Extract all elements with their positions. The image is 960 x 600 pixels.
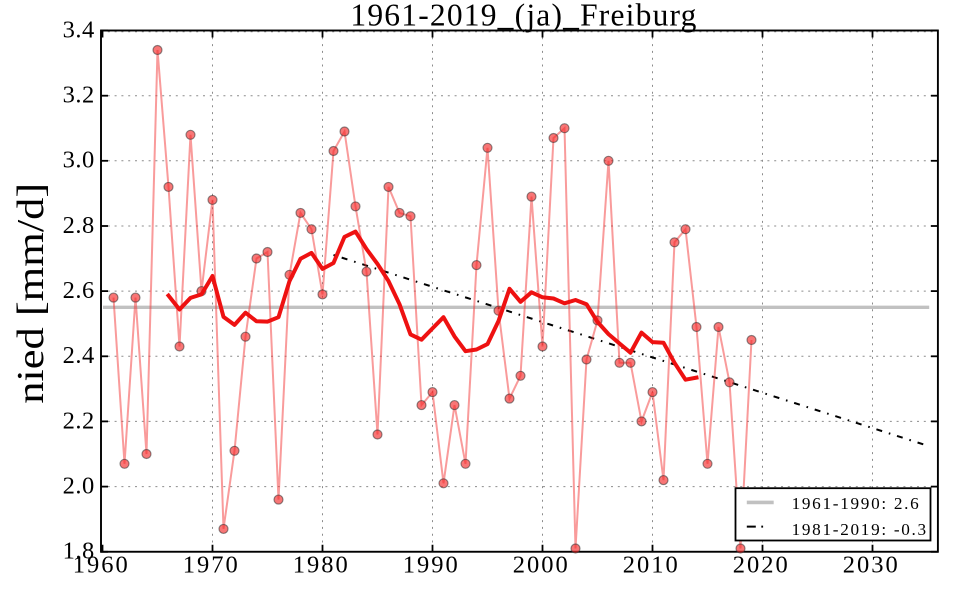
svg-text:2010: 2010 (623, 551, 680, 578)
svg-text:1961-1990: 2.6: 1961-1990: 2.6 (792, 494, 921, 513)
svg-text:3.2: 3.2 (63, 82, 95, 109)
svg-text:2.2: 2.2 (63, 407, 95, 434)
svg-text:3.4: 3.4 (63, 16, 95, 43)
svg-text:2.6: 2.6 (63, 277, 95, 304)
svg-text:1961-2019_(ja)_Freiburg: 1961-2019_(ja)_Freiburg (350, 0, 697, 33)
svg-text:2000: 2000 (513, 551, 570, 578)
svg-text:2.8: 2.8 (63, 212, 95, 239)
svg-text:2030: 2030 (843, 551, 900, 578)
svg-text:2.4: 2.4 (63, 342, 95, 369)
svg-text:1.8: 1.8 (63, 538, 95, 565)
svg-text:2.0: 2.0 (63, 473, 95, 500)
svg-text:1990: 1990 (403, 551, 460, 578)
svg-text:1981-2019: -0.3: 1981-2019: -0.3 (792, 520, 928, 539)
svg-text:1960: 1960 (73, 551, 130, 578)
svg-text:1980: 1980 (293, 551, 350, 578)
svg-text:3.0: 3.0 (63, 147, 95, 174)
svg-text:2020: 2020 (733, 551, 790, 578)
svg-text:1970: 1970 (183, 551, 240, 578)
svg-text:nied [mm/d]: nied [mm/d] (10, 183, 52, 404)
